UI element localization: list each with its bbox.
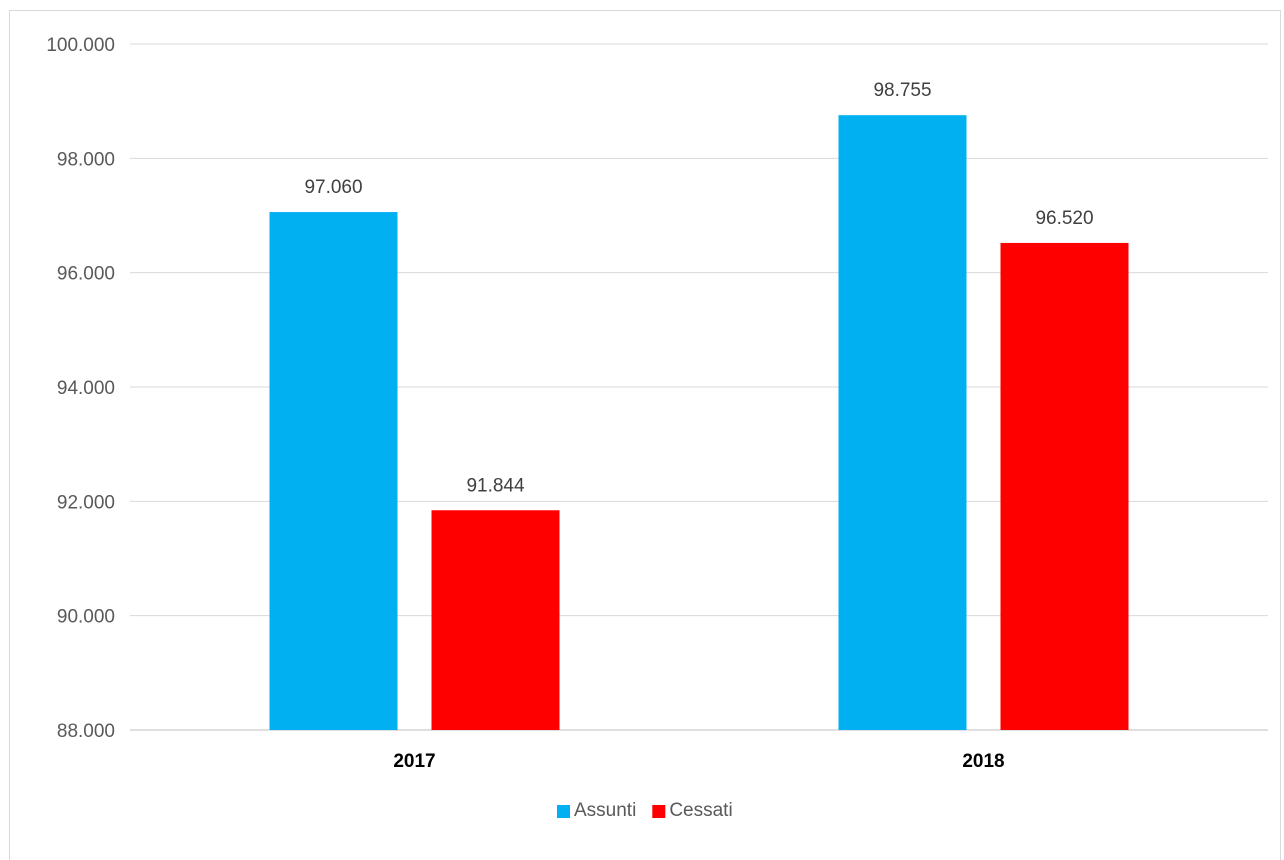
legend-item-assunti: Assunti <box>557 800 636 821</box>
y-tick-label: 94.000 <box>57 378 115 399</box>
y-tick-label: 98.000 <box>57 149 115 170</box>
data-label: 91.844 <box>466 475 525 496</box>
legend-label: Cessati <box>669 800 732 821</box>
bar-cessati-2017 <box>431 510 560 730</box>
legend-label: Assunti <box>574 800 636 821</box>
legend: Assunti Cessati <box>557 800 733 821</box>
y-tick-label: 90.000 <box>57 607 115 628</box>
data-labels: 97.060 91.844 98.755 96.520 <box>304 80 1093 496</box>
y-tick-label: 88.000 <box>57 721 115 742</box>
data-label: 96.520 <box>1035 208 1093 229</box>
data-label: 97.060 <box>304 177 362 198</box>
x-category-label: 2018 <box>962 751 1004 772</box>
bar-assunti-2017 <box>269 212 398 730</box>
y-tick-label: 92.000 <box>57 492 115 513</box>
x-category-label: 2017 <box>393 751 435 772</box>
legend-swatch <box>652 805 666 818</box>
data-label: 98.755 <box>873 80 931 101</box>
bar-cessati-2018 <box>1000 242 1129 730</box>
y-axis-ticks: 88.000 90.000 92.000 94.000 96.000 98.000 100.… <box>46 35 115 742</box>
bar-assunti-2018 <box>838 115 967 731</box>
x-axis-categories: 2017 2018 <box>393 751 1004 772</box>
bars <box>269 115 1129 731</box>
legend-item-cessati: Cessati <box>652 800 733 821</box>
y-tick-label: 96.000 <box>57 264 115 285</box>
y-tick-label: 100.000 <box>46 35 115 56</box>
legend-swatch <box>557 805 570 818</box>
